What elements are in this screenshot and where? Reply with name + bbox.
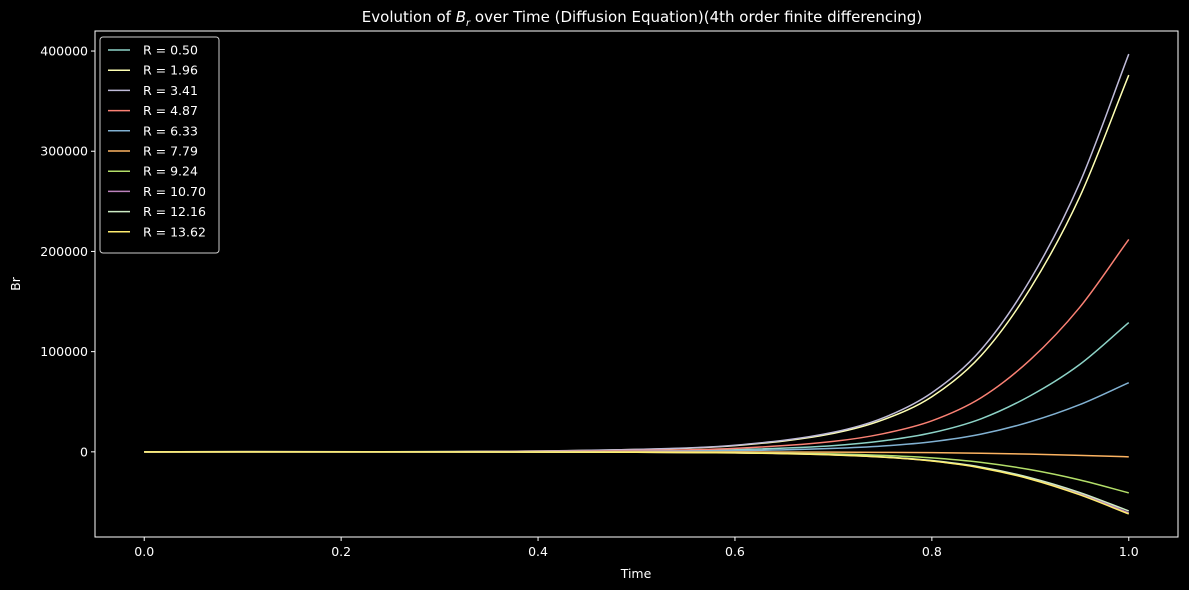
y-axis: 0 100000 200000 300000 400000 — [40, 44, 95, 459]
x-tick-label: 1.0 — [1119, 544, 1139, 559]
legend-label: R = 10.70 — [143, 184, 206, 199]
x-axis-label: Time — [620, 566, 652, 581]
series-line-10 — [144, 451, 1130, 515]
legend-label: R = 13.62 — [143, 224, 206, 239]
legend-label: R = 4.87 — [143, 103, 198, 118]
legend-label: R = 3.41 — [143, 83, 198, 98]
x-tick-label: 0.6 — [725, 544, 745, 559]
plot-frame — [94, 30, 1179, 538]
y-tick-label: 0 — [80, 444, 88, 459]
legend-label: R = 9.24 — [143, 164, 198, 179]
y-tick-label: 200000 — [40, 244, 88, 259]
y-tick-label: 100000 — [40, 344, 88, 359]
legend-label: R = 12.16 — [143, 204, 206, 219]
x-tick-label: 0.0 — [134, 544, 154, 559]
x-axis: 0.0 0.2 0.4 0.6 0.8 1.0 — [134, 537, 1139, 559]
legend-label: R = 0.50 — [143, 43, 198, 58]
x-tick-label: 0.4 — [528, 544, 548, 559]
series-group — [144, 53, 1130, 515]
x-tick-label: 0.8 — [922, 544, 942, 559]
y-tick-label: 300000 — [40, 144, 88, 159]
legend-label: R = 1.96 — [143, 63, 198, 78]
x-tick-label: 0.2 — [331, 544, 351, 559]
chart-title: Evolution of Br over Time (Diffusion Equ… — [362, 8, 922, 29]
plot-area — [94, 30, 1179, 538]
legend-label: R = 6.33 — [143, 123, 198, 138]
legend-label: R = 7.79 — [143, 144, 198, 159]
y-tick-label: 400000 — [40, 44, 88, 59]
legend: R = 0.50 R = 1.96 R = 3.41 R = 4.87 R = 6.33… — [99, 36, 220, 254]
y-axis-label: Br — [8, 276, 23, 291]
